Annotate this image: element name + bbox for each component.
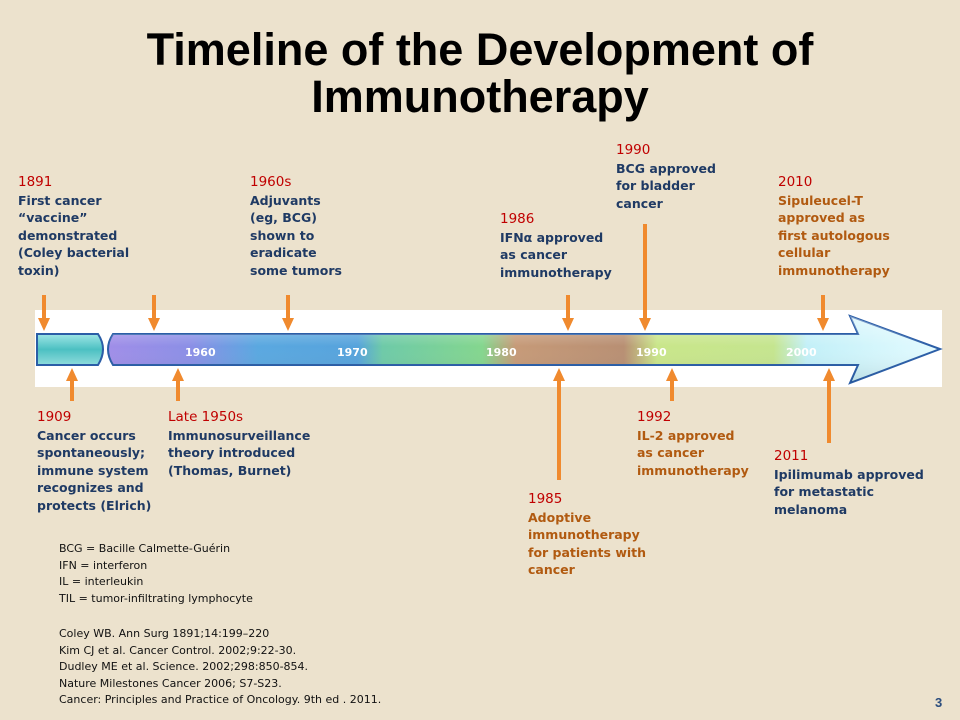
event-text: cancer bbox=[528, 562, 575, 577]
early-segment bbox=[36, 333, 104, 366]
decade-label: 2000 bbox=[786, 346, 817, 359]
slide-title: Timeline of the Development of Immunothe… bbox=[0, 26, 960, 120]
event-late-1950s: Late 1950s Immunosurveillance theory int… bbox=[168, 409, 310, 479]
event-text: Adjuvants bbox=[250, 192, 321, 208]
arrow-up-1985 bbox=[553, 368, 565, 480]
event-text: shown to bbox=[250, 227, 315, 243]
event-text: IL-2 approved bbox=[637, 427, 735, 443]
arrow-up-1909 bbox=[66, 368, 78, 401]
event-text: theory introduced bbox=[168, 445, 296, 460]
event-text: some tumors bbox=[250, 262, 342, 278]
event-text: toxin) bbox=[18, 262, 60, 278]
arrow-down-1891 bbox=[38, 295, 50, 331]
event-year: 1985 bbox=[528, 491, 563, 507]
event-1985: 1985 Adoptive immunotherapy for patients… bbox=[528, 491, 646, 579]
event-1960s: 1960s Adjuvants (eg, BCG) shown to eradi… bbox=[250, 174, 342, 279]
event-text: Immunosurveillance bbox=[168, 427, 311, 443]
arrow-up-1992 bbox=[666, 368, 678, 401]
event-text: first autologous bbox=[778, 227, 890, 243]
event-year: 2011 bbox=[774, 448, 809, 464]
event-year: 1990 bbox=[616, 142, 651, 158]
event-text: immunotherapy bbox=[637, 462, 749, 478]
abbreviation-item: TIL = tumor-infiltrating lymphocyte bbox=[59, 591, 253, 605]
event-text: as cancer bbox=[500, 247, 568, 262]
arrow-down-late1950s-top bbox=[148, 295, 160, 331]
event-text: melanoma bbox=[774, 501, 848, 517]
event-text: eradicate bbox=[250, 245, 317, 260]
event-text: (eg, BCG) bbox=[250, 210, 317, 225]
event-text: for bladder bbox=[616, 178, 695, 193]
event-text: (Coley bacterial bbox=[18, 245, 130, 260]
page-number: 3 bbox=[935, 695, 943, 710]
event-text: for patients with bbox=[528, 544, 647, 560]
reference-item: Kim CJ et al. Cancer Control. 2002;9:22-… bbox=[59, 643, 297, 657]
event-text: First cancer bbox=[18, 192, 102, 208]
event-text: “vaccine” bbox=[18, 210, 88, 225]
reference-item: Coley WB. Ann Surg 1891;14:199–220 bbox=[59, 627, 270, 640]
event-year: 1909 bbox=[37, 409, 72, 425]
abbreviation-item: IL = interleukin bbox=[59, 575, 144, 588]
event-text: spontaneously; bbox=[37, 445, 146, 460]
title-line-2: Immunotherapy bbox=[311, 71, 649, 122]
event-text: Cancer occurs bbox=[37, 427, 136, 443]
event-text: immunotherapy bbox=[528, 527, 640, 542]
event-text: immunotherapy bbox=[778, 262, 890, 278]
event-1909: 1909 Cancer occurs spontaneously; immune… bbox=[37, 409, 151, 514]
event-text: Ipilimumab approved bbox=[774, 466, 924, 482]
arrow-up-late1950s bbox=[172, 368, 184, 401]
event-text: for metastatic bbox=[774, 484, 874, 499]
event-text: as cancer bbox=[637, 445, 705, 460]
reference-item: Cancer: Principles and Practice of Oncol… bbox=[59, 693, 382, 706]
event-2010: 2010 Sipuleucel-T approved as first auto… bbox=[778, 174, 890, 279]
decade-label: 1980 bbox=[486, 346, 517, 359]
arrow-down-1960s bbox=[282, 295, 294, 331]
event-year: Late 1950s bbox=[168, 409, 244, 425]
arrow-down-1990 bbox=[639, 224, 651, 331]
event-1891: 1891 First cancer “vaccine” demonstrated… bbox=[18, 174, 129, 279]
decade-label: 1990 bbox=[636, 346, 667, 359]
title-line-1: Timeline of the Development of bbox=[146, 24, 814, 75]
event-year: 1986 bbox=[500, 211, 535, 227]
event-1990: 1990 BCG approved for bladder cancer bbox=[616, 142, 716, 212]
event-text: immune system bbox=[37, 462, 149, 478]
abbreviations: BCG = Bacille Calmette-Guérin IFN = inte… bbox=[59, 541, 253, 607]
event-text: cellular bbox=[778, 245, 831, 260]
event-text: BCG approved bbox=[616, 160, 716, 176]
decade-label: 1970 bbox=[337, 346, 368, 359]
references: Coley WB. Ann Surg 1891;14:199–220 Kim C… bbox=[59, 626, 381, 709]
event-1986: 1986 IFNα approved as cancer immunothera… bbox=[500, 211, 612, 281]
arrow-down-2010 bbox=[817, 295, 829, 331]
event-year: 1891 bbox=[18, 174, 53, 190]
decade-label: 1960 bbox=[185, 346, 216, 359]
arrow-down-1986 bbox=[562, 295, 574, 331]
event-text: protects (Elrich) bbox=[37, 497, 152, 513]
event-text: approved as bbox=[778, 210, 865, 225]
event-text: recognizes and bbox=[37, 480, 144, 495]
event-text: (Thomas, Burnet) bbox=[168, 462, 292, 478]
event-text: Adoptive bbox=[528, 509, 592, 525]
event-year: 1992 bbox=[637, 409, 672, 425]
abbreviation-item: IFN = interferon bbox=[59, 558, 148, 572]
event-text: IFNα approved bbox=[500, 229, 604, 245]
event-text: demonstrated bbox=[18, 227, 118, 243]
event-year: 1960s bbox=[250, 174, 292, 190]
event-text: Sipuleucel-T bbox=[778, 192, 863, 208]
event-year: 2010 bbox=[778, 174, 813, 190]
reference-item: Dudley ME et al. Science. 2002;298:850-8… bbox=[59, 660, 309, 673]
arrow-up-2011 bbox=[823, 368, 835, 443]
event-2011: 2011 Ipilimumab approved for metastatic … bbox=[774, 448, 924, 518]
reference-item: Nature Milestones Cancer 2006; S7-S23. bbox=[59, 676, 282, 690]
abbreviation-item: BCG = Bacille Calmette-Guérin bbox=[59, 542, 231, 555]
event-text: cancer bbox=[616, 195, 663, 211]
event-1992: 1992 IL-2 approved as cancer immunothera… bbox=[637, 409, 749, 479]
event-text: immunotherapy bbox=[500, 264, 612, 280]
